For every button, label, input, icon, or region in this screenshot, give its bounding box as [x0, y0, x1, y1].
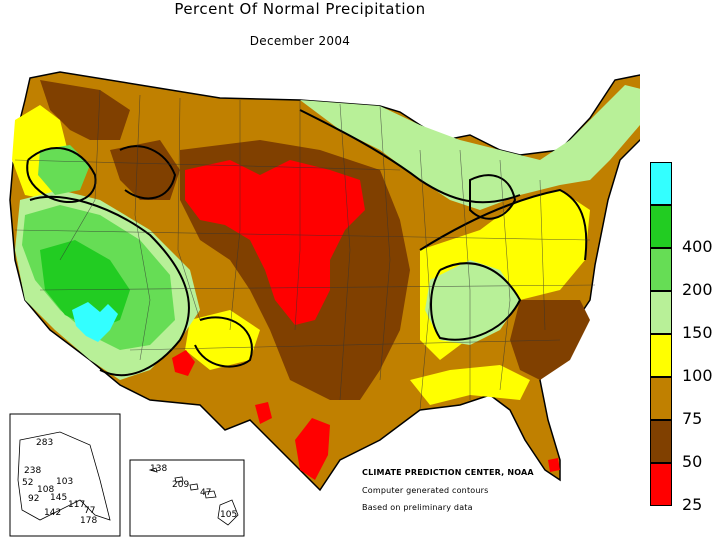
credit-line-3: Based on preliminary data — [362, 503, 473, 512]
alaska-value: 103 — [56, 477, 74, 487]
region-red-texas — [295, 418, 330, 480]
alaska-value: 108 — [37, 485, 55, 495]
alaska-value: 52 — [22, 478, 34, 488]
region-red-texas-west — [255, 402, 272, 424]
map-title: Percent Of Normal Precipitation — [174, 0, 426, 18]
legend-swatch — [650, 420, 672, 463]
legend-label: 200 — [682, 280, 713, 299]
region-dark-northwest — [40, 80, 130, 140]
region-red-newmexico — [172, 350, 195, 376]
legend-swatch — [650, 463, 672, 506]
precipitation-map — [9, 71, 640, 537]
alaska-value: 142 — [44, 508, 62, 518]
legend-swatch — [650, 334, 672, 377]
region-red-florida — [548, 458, 560, 472]
hawaii-islands — [148, 467, 239, 526]
legend-swatch — [650, 205, 672, 248]
alaska-value: 117 — [68, 500, 86, 510]
alaska-value: 178 — [80, 516, 98, 526]
legend-swatch — [650, 248, 672, 291]
state-borders — [14, 89, 596, 411]
alaska-value: 77 — [84, 506, 96, 516]
legend-label: 75 — [682, 409, 703, 428]
alaska-value: 145 — [50, 493, 68, 503]
hawaii-value: 105 — [220, 510, 238, 520]
region-green-idaho — [38, 145, 90, 195]
hawaii-value: 138 — [150, 464, 168, 474]
alaska-value: 283 — [36, 438, 54, 448]
legend-label: 400 — [682, 237, 713, 256]
alaska-value: 92 — [28, 494, 40, 504]
credit-line-2: Computer generated contours — [362, 486, 489, 495]
hawaii-value: 47 — [200, 488, 212, 498]
legend-swatch — [650, 162, 672, 205]
legend-label: 50 — [682, 452, 703, 471]
legend-swatch — [650, 291, 672, 334]
alaska-outline — [17, 431, 111, 521]
region-red-plains — [185, 160, 365, 325]
legend-swatch — [650, 377, 672, 420]
region-lightgreen-northeast — [300, 85, 640, 210]
legend-label: 150 — [682, 323, 713, 342]
alaska-value: 238 — [24, 466, 42, 476]
map-subtitle: December 2004 — [249, 34, 351, 48]
legend-label: 25 — [682, 495, 703, 514]
region-cyan-nevada — [72, 302, 118, 342]
contour-lines — [26, 109, 588, 377]
legend-label: 100 — [682, 366, 713, 385]
region-dark-rockies — [110, 140, 180, 200]
credit-line-1: CLIMATE PREDICTION CENTER, NOAA — [362, 468, 534, 477]
hawaii-value: 209 — [172, 480, 190, 490]
region-lightgreen-ohio — [425, 260, 520, 345]
